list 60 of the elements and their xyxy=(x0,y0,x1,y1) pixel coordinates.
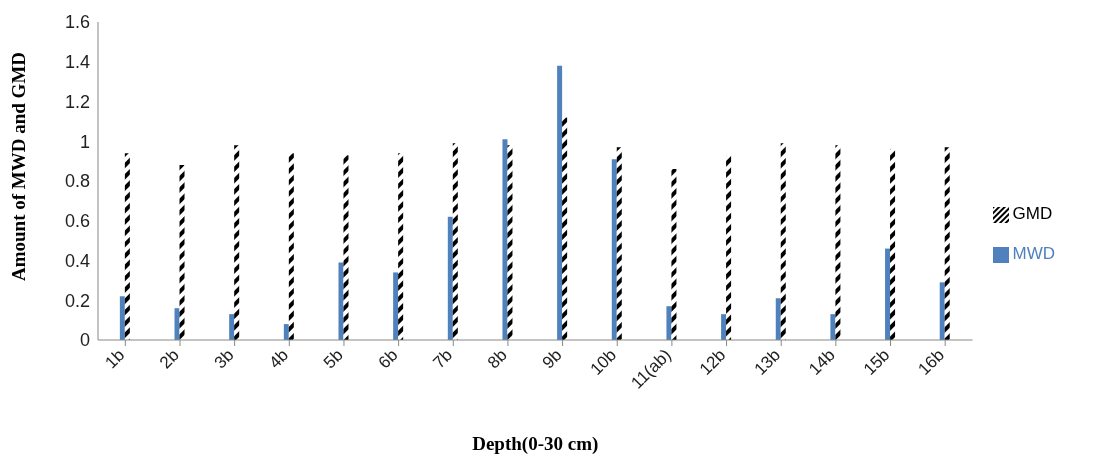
bar xyxy=(562,117,568,340)
x-tick-label: 8b xyxy=(483,345,511,373)
x-tick-label: 9b xyxy=(538,345,566,373)
y-tick-label: 0.4 xyxy=(64,250,90,271)
bar xyxy=(447,216,453,340)
bar xyxy=(890,149,896,340)
bar xyxy=(119,296,125,340)
x-tick-label: 6b xyxy=(374,345,402,373)
legend-label: GMD xyxy=(1012,204,1053,223)
bar xyxy=(393,272,399,340)
x-tick-label: 13b xyxy=(750,345,785,379)
y-tick-label: 1 xyxy=(79,131,90,152)
x-tick-label: 16b xyxy=(914,345,949,379)
bar xyxy=(234,145,240,340)
bar xyxy=(939,282,945,340)
bar xyxy=(885,248,891,340)
bar xyxy=(124,153,130,340)
y-tick-label: 1.6 xyxy=(64,12,90,33)
bar xyxy=(179,165,185,340)
bar xyxy=(174,308,180,340)
bar xyxy=(557,65,563,340)
x-tick-label: 3b xyxy=(210,345,238,373)
x-tick-label: 1b xyxy=(101,345,129,373)
bar xyxy=(616,147,622,340)
bar xyxy=(398,153,404,340)
bar xyxy=(780,143,786,340)
bar xyxy=(835,145,841,340)
y-tick-label: 0.6 xyxy=(64,211,90,232)
bar xyxy=(611,159,617,340)
bar xyxy=(338,262,344,340)
x-tick-label: 2b xyxy=(156,345,183,373)
bar xyxy=(229,314,235,340)
bar xyxy=(775,298,781,340)
legend-label: MWD xyxy=(1012,244,1055,263)
bar xyxy=(830,314,836,340)
y-tick-label: 1.2 xyxy=(64,91,90,112)
y-tick-label: 0.8 xyxy=(64,171,90,192)
bar xyxy=(666,306,672,340)
x-tick-label: 15b xyxy=(859,345,894,379)
x-tick-label: 10b xyxy=(586,345,621,379)
bar xyxy=(944,147,950,340)
x-tick-label: 7b xyxy=(429,345,457,373)
x-tick-label: 14b xyxy=(805,345,839,379)
x-tick-label: 4b xyxy=(265,345,293,373)
y-tick-label: 0 xyxy=(79,330,90,351)
x-axis-title: Depth(0-30 cm) xyxy=(472,433,599,455)
y-tick-label: 1.4 xyxy=(64,52,90,73)
bar xyxy=(502,139,508,340)
bar xyxy=(726,155,732,340)
bar xyxy=(452,143,458,340)
y-axis-title: Amount of MWD and GMD xyxy=(7,51,29,281)
y-tick-label: 0.2 xyxy=(64,290,90,311)
x-tick-label: 12b xyxy=(695,345,730,379)
bar xyxy=(671,169,677,340)
bar xyxy=(288,153,294,340)
bar xyxy=(721,314,727,340)
bar xyxy=(343,155,349,340)
bar xyxy=(507,145,513,340)
x-tick-label: 5b xyxy=(319,345,347,373)
bar xyxy=(283,324,289,340)
